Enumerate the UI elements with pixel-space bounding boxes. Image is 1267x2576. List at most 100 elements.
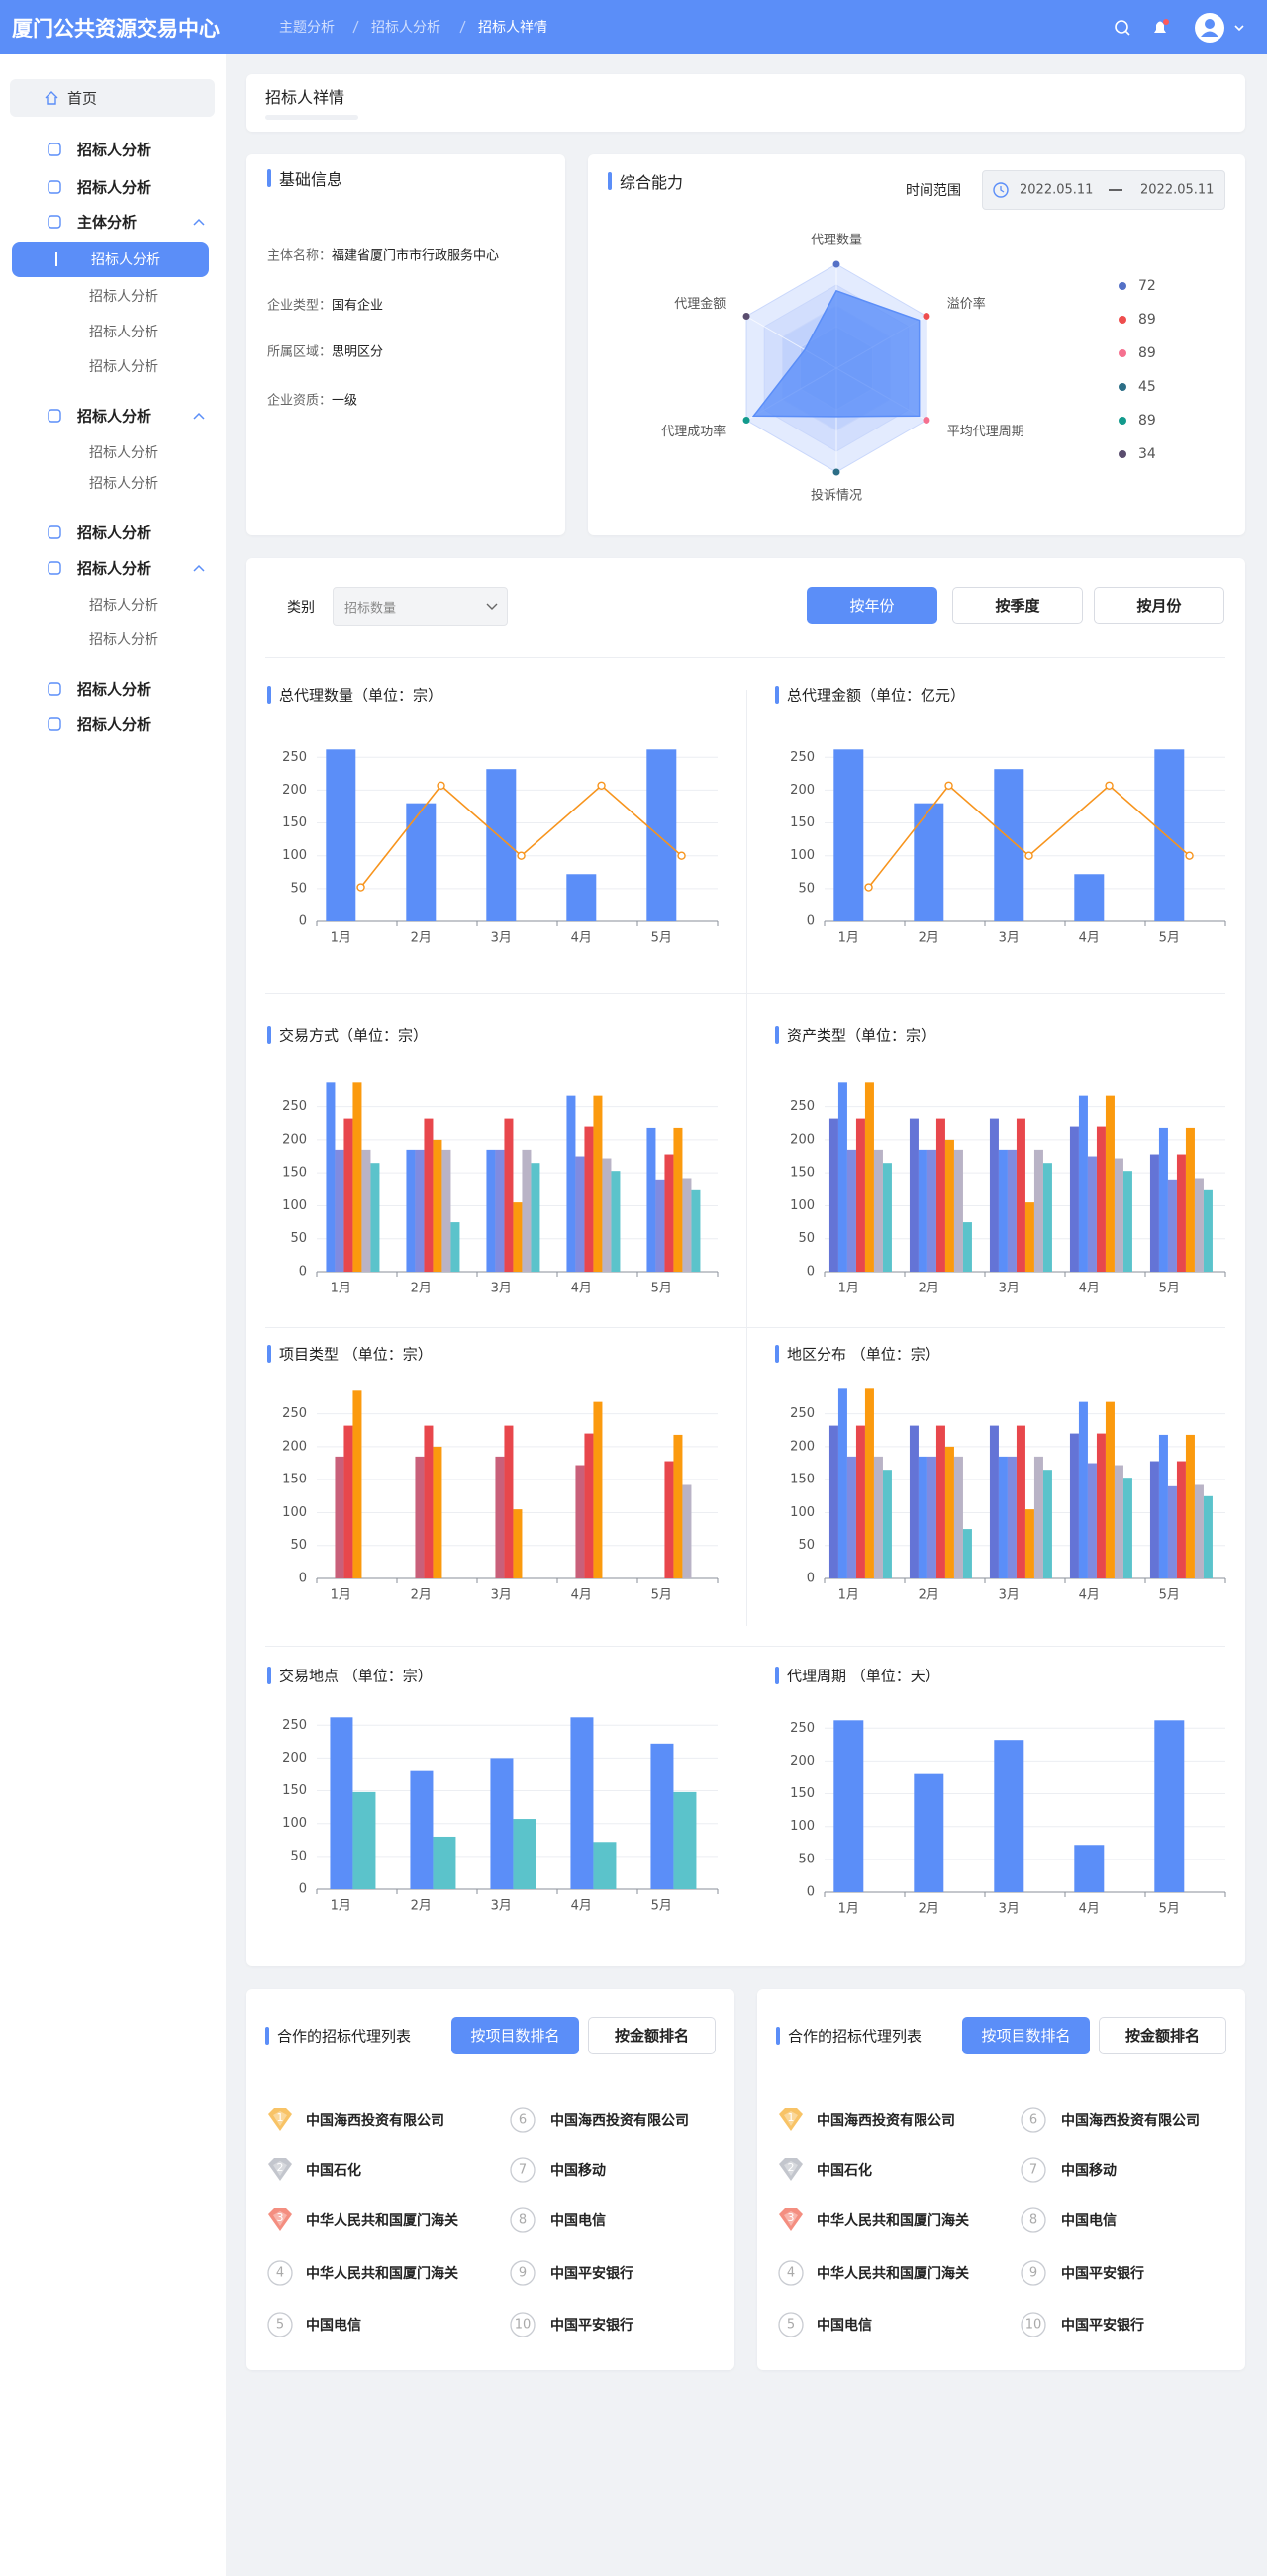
divider (265, 993, 1225, 994)
card-title: 代理周期 （单位：天） (787, 1667, 940, 1685)
title-bar (775, 1345, 779, 1363)
menu-item[interactable]: 招标人分析 (77, 407, 152, 426)
divider (265, 657, 1225, 658)
menu-item[interactable]: 招标人分析 (77, 559, 152, 578)
card-title: 总代理金额（单位：亿元） (787, 686, 966, 705)
agent-name[interactable]: 中华人民共和国厦门海关 (817, 2266, 969, 2282)
info-value: 国有企业 (332, 298, 384, 314)
card-title: 综合能力 (620, 173, 684, 192)
button[interactable]: 按金额排名 (588, 2017, 716, 2054)
menu-item[interactable]: 招标人分析 (77, 178, 152, 197)
info-label: 主体名称： (267, 248, 333, 264)
agent-name[interactable]: 中国海西投资有限公司 (1061, 2113, 1200, 2129)
info-value: 思明区分 (332, 344, 384, 360)
breadcrumb[interactable]: 招标人分析 (371, 20, 440, 36)
card-title: 合作的招标代理列表 (788, 2027, 923, 2046)
agent-name[interactable]: 中国电信 (817, 2318, 872, 2334)
title-bar (775, 1667, 779, 1684)
agent-name[interactable]: 中华人民共和国厦门海关 (306, 2266, 458, 2282)
top-bar (0, 0, 1267, 54)
menu-item[interactable]: 招标人分析 (89, 445, 158, 461)
info-label: 所属区域： (267, 344, 333, 360)
card-title: 资产类型（单位：宗） (787, 1026, 936, 1045)
breadcrumb[interactable]: 主题分析 (279, 20, 335, 36)
title-bar (267, 1667, 271, 1684)
agent-name[interactable]: 中国移动 (550, 2163, 606, 2179)
title-bar (267, 1026, 271, 1044)
divider (746, 690, 747, 1626)
card-title: 基础信息 (279, 170, 343, 189)
menu-item[interactable]: 招标人分析 (89, 598, 158, 614)
agent-name[interactable]: 中国海西投资有限公司 (817, 2113, 955, 2129)
card (246, 154, 565, 535)
title-bar (775, 1026, 779, 1044)
info-label: 企业资质： (267, 393, 333, 409)
agent-name[interactable]: 中国平安银行 (1061, 2318, 1144, 2334)
info-value: 一级 (332, 393, 358, 409)
title-underline (265, 115, 358, 120)
agent-name[interactable]: 中国海西投资有限公司 (306, 2113, 444, 2129)
agent-name[interactable]: 中国平安银行 (1061, 2266, 1144, 2282)
agent-name[interactable]: 中国电信 (550, 2213, 606, 2229)
menu-item[interactable]: 招标人分析 (77, 716, 152, 734)
title-bar (267, 686, 271, 704)
menu-item[interactable]: 主体分析 (77, 213, 138, 232)
card-title: 总代理数量（单位：宗） (279, 686, 443, 705)
app-title: 厦门公共资源交易中心 (12, 17, 220, 41)
button[interactable]: 按项目数排名 (962, 2017, 1090, 2054)
button[interactable]: 按季度 (952, 587, 1083, 624)
divider (265, 1327, 1225, 1328)
menu-item[interactable]: 招标人分析 (89, 359, 158, 375)
agent-name[interactable]: 中国移动 (1061, 2163, 1117, 2179)
agent-name[interactable]: 中国石化 (306, 2163, 361, 2179)
info-row: 主体名称：福建省厦门市市行政服务中心 (267, 245, 499, 264)
button[interactable]: 按月份 (1094, 587, 1224, 624)
menu-item[interactable]: 招标人分析 (77, 524, 152, 542)
select[interactable] (333, 587, 508, 626)
card (588, 154, 1245, 535)
title-bar (267, 1345, 271, 1363)
agent-name[interactable]: 中华人民共和国厦门海关 (817, 2213, 969, 2229)
breadcrumb[interactable]: 招标人祥情 (478, 20, 547, 36)
sidebar (0, 54, 226, 2576)
title-bar (265, 2027, 269, 2045)
info-row: 企业资质：一级 (267, 390, 357, 409)
title-bar (267, 169, 271, 187)
agent-name[interactable]: 中国石化 (817, 2163, 872, 2179)
agent-name[interactable]: 中国电信 (1061, 2213, 1117, 2229)
agent-name[interactable]: 中国平安银行 (550, 2318, 634, 2334)
menu-item[interactable]: 招标人分析 (77, 680, 152, 699)
agent-name[interactable]: 中国平安银行 (550, 2266, 634, 2282)
button[interactable]: 按项目数排名 (451, 2017, 579, 2054)
card-title: 项目类型 （单位：宗） (279, 1345, 433, 1364)
agent-name[interactable]: 中华人民共和国厦门海关 (306, 2213, 458, 2229)
menu-item[interactable]: 招标人分析 (89, 289, 158, 305)
end-date: 2022.05.11 (1140, 182, 1215, 198)
filter-label: 类别 (287, 600, 315, 616)
card-title: 合作的招标代理列表 (277, 2027, 412, 2046)
menu-home-bg (10, 79, 215, 117)
card (246, 74, 1245, 132)
time-range-label: 时间范围 (906, 183, 961, 199)
start-date: 2022.05.11 (1020, 182, 1094, 198)
button[interactable]: 按金额排名 (1099, 2017, 1226, 2054)
select-value: 招标数量 (344, 601, 397, 617)
menu-item[interactable]: 首页 (67, 89, 98, 108)
button[interactable]: 按年份 (807, 587, 937, 624)
date-range[interactable] (982, 170, 1225, 210)
menu-item[interactable]: 招标人分析 (89, 325, 158, 340)
menu-item[interactable]: 招标人分析 (77, 141, 152, 159)
page-title: 招标人祥情 (265, 88, 345, 107)
menu-item[interactable]: 招标人分析 (91, 252, 160, 268)
menu-item[interactable]: 招标人分析 (89, 632, 158, 648)
menu-item[interactable]: 招标人分析 (89, 476, 158, 492)
card-title: 交易方式（单位：宗） (279, 1026, 429, 1045)
divider (265, 1646, 1225, 1647)
info-row: 所属区域：思明区分 (267, 341, 383, 360)
info-value: 福建省厦门市市行政服务中心 (332, 248, 500, 264)
card-title: 交易地点 （单位：宗） (279, 1667, 433, 1685)
agent-name[interactable]: 中国海西投资有限公司 (550, 2113, 689, 2129)
agent-name[interactable]: 中国电信 (306, 2318, 361, 2334)
title-bar (776, 2027, 780, 2045)
